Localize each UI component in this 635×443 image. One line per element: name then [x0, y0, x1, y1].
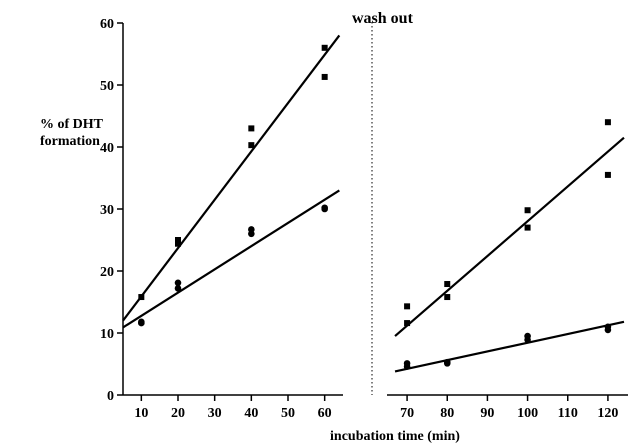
- data-point-circle: [174, 279, 182, 287]
- x-axis-title: incubation time (min): [330, 429, 460, 443]
- data-point-circle: [174, 285, 182, 292]
- x-tick-label: 30: [208, 406, 222, 421]
- data-point-circle: [138, 318, 145, 326]
- x-tick-label: 70: [400, 406, 414, 421]
- y-tick-label: 0: [107, 389, 114, 404]
- x-tick-label: 10: [134, 406, 148, 421]
- data-point-square: [604, 171, 611, 178]
- x-tick-label: 110: [558, 406, 578, 421]
- data-point-square: [175, 240, 181, 247]
- data-point-circle: [248, 226, 255, 233]
- data-point-square: [444, 281, 451, 288]
- data-point-square: [248, 142, 255, 149]
- data-point-square: [248, 125, 255, 132]
- y-tick-label: 50: [100, 79, 114, 94]
- data-point-square: [604, 119, 611, 126]
- data-point-circle: [604, 323, 612, 331]
- y-tick-label: 30: [100, 203, 114, 218]
- data-point-square: [524, 207, 531, 214]
- x-tick-label: 100: [517, 406, 538, 421]
- x-tick-label: 80: [440, 406, 454, 421]
- data-point-circle: [524, 332, 531, 340]
- fit-line: [122, 189, 340, 329]
- x-tick-label: 50: [281, 406, 295, 421]
- y-tick-label: 20: [100, 265, 114, 280]
- data-point-circle: [443, 358, 451, 366]
- data-point-square: [524, 224, 531, 231]
- data-point-square: [404, 320, 411, 327]
- data-point-circle: [321, 204, 328, 212]
- x-tick-label: 120: [597, 406, 618, 421]
- x-tick-label: 60: [318, 406, 332, 421]
- x-tick-label: 40: [244, 406, 258, 421]
- data-point-square: [404, 303, 411, 310]
- fit-line: [122, 34, 341, 322]
- chart-marks: [122, 34, 625, 373]
- data-point-square: [321, 73, 328, 80]
- x-tick-label: 90: [480, 406, 494, 421]
- data-point-square: [321, 44, 328, 51]
- y-axis-title-line1: % of DHT: [40, 117, 104, 132]
- axes: 0 10 20 30 40 50 60 10 20 30 40 50 60 70 80 90 100 110 120: [100, 17, 628, 421]
- fit-line: [394, 320, 625, 373]
- y-tick-label: 10: [100, 327, 114, 342]
- x-tick-label: 20: [171, 406, 185, 421]
- y-tick-label: 60: [100, 17, 114, 32]
- fit-line: [394, 136, 625, 337]
- y-axis-title-line2: formation: [40, 134, 100, 149]
- data-point-square: [138, 294, 145, 301]
- data-point-square: [175, 237, 181, 243]
- data-point-square: [444, 294, 451, 301]
- y-tick-label: 40: [100, 141, 114, 156]
- data-point-circle: [403, 360, 411, 367]
- wash-out-annotation: wash out: [352, 10, 414, 27]
